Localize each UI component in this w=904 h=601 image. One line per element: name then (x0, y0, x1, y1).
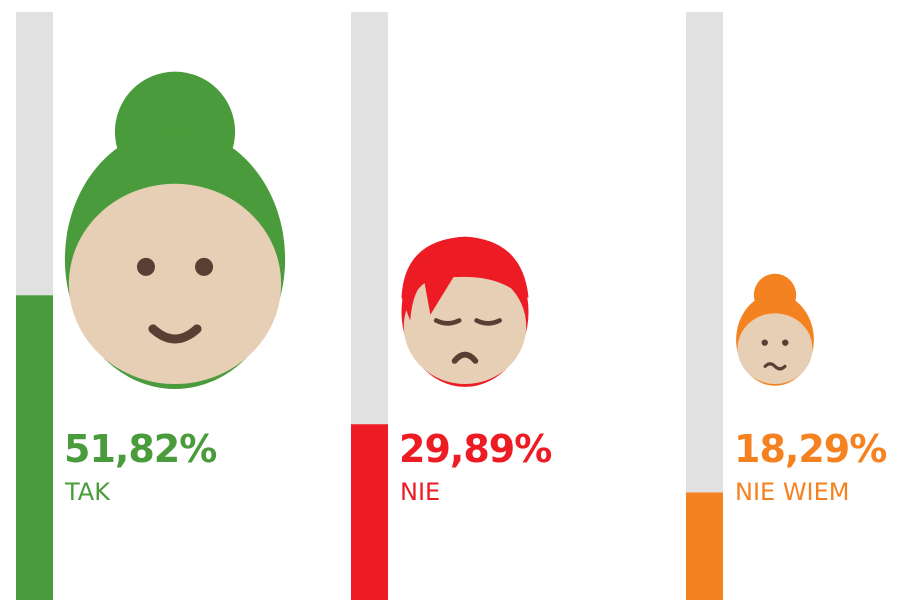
mouth (148, 324, 202, 344)
face-icon (401, 236, 529, 387)
category-label: NIE (400, 478, 440, 506)
eye (474, 318, 502, 326)
face (737, 313, 813, 384)
eye (761, 339, 768, 346)
category-label: NIE WIEM (735, 478, 850, 506)
face-icon (736, 273, 814, 386)
mouth (451, 351, 479, 364)
hair-fringe (401, 236, 529, 321)
face-icon (64, 71, 286, 390)
eye (433, 318, 462, 326)
eye (782, 339, 789, 346)
mouth (763, 362, 787, 371)
bar (16, 295, 53, 600)
category-label: TAK (64, 478, 111, 506)
value-label: 51,82% (64, 427, 216, 471)
value-label: 18,29% (734, 427, 886, 471)
value-label: 29,89% (399, 427, 551, 471)
face (68, 183, 282, 384)
eye (195, 257, 214, 276)
bar (686, 492, 723, 600)
eye (136, 257, 155, 276)
bar (351, 424, 388, 600)
